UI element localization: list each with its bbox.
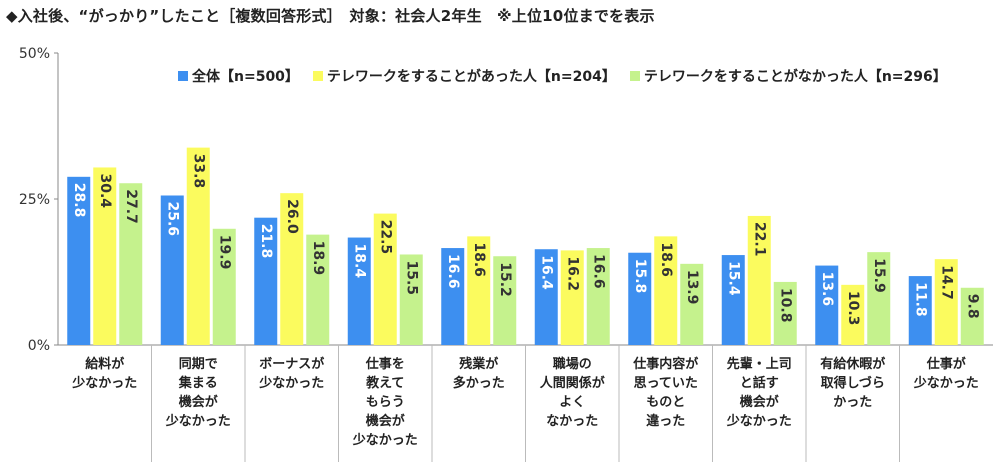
data-label-telework-no: 10.8 (777, 288, 793, 323)
data-label-telework-yes: 10.3 (845, 291, 861, 326)
legend: 全体【n=500】 テレワークをすることがあった人【n=204】 テレワークをす… (178, 66, 947, 86)
bar-all (254, 217, 278, 345)
x-tick-label: 職場の人間関係がよくなかった (540, 356, 605, 429)
data-label-all: 25.6 (164, 201, 180, 236)
data-label-all: 16.6 (445, 254, 461, 289)
bar-all (908, 276, 932, 345)
bar-telework-no (680, 263, 704, 345)
data-label-all: 15.8 (632, 259, 648, 294)
data-label-telework-yes: 18.6 (471, 242, 487, 277)
bar-telework-yes (560, 250, 584, 345)
x-tick-label: 仕事内容が思っていたものと違った (632, 356, 698, 429)
y-tick-label: 0% (28, 338, 50, 354)
y-tick-label: 50% (19, 46, 50, 62)
bar-all (815, 265, 839, 345)
bar-telework-no (399, 254, 423, 345)
x-tick-label: ボーナスが少なかった (258, 356, 324, 391)
bar-telework-no (867, 252, 891, 345)
data-label-telework-yes: 30.4 (97, 173, 113, 208)
data-label-all: 18.4 (351, 244, 367, 279)
bar-telework-no (586, 248, 610, 345)
bar-telework-yes (747, 215, 771, 345)
data-label-telework-yes: 26.0 (284, 199, 300, 234)
chart-title: ◆入社後、“がっかり”したこと［複数回答形式］ 対象：社会人2年生 ※上位10位… (6, 7, 655, 25)
data-label-all: 13.6 (819, 272, 835, 307)
bar-telework-no (306, 234, 330, 345)
data-label-telework-no: 9.8 (964, 294, 980, 319)
data-label-telework-no: 15.2 (497, 262, 513, 297)
data-label-telework-yes: 14.7 (938, 265, 954, 300)
bar-telework-yes (373, 213, 397, 345)
data-label-telework-no: 15.9 (871, 258, 887, 293)
data-label-telework-no: 27.7 (123, 189, 139, 224)
legend-label-telework-yes: テレワークをすることがあった人【n=204】 (326, 69, 616, 85)
y-tick-label: 25% (19, 192, 50, 208)
bar-all (160, 195, 184, 345)
data-label-telework-no: 18.9 (310, 241, 326, 276)
data-label-telework-no: 13.9 (684, 270, 700, 305)
data-label-telework-yes: 33.8 (190, 154, 206, 189)
bar-telework-no (493, 256, 517, 345)
data-label-telework-no: 15.5 (403, 260, 419, 295)
legend-swatch-telework-yes (312, 71, 323, 81)
data-label-all: 28.8 (71, 183, 87, 218)
data-label-all: 21.8 (258, 224, 274, 259)
bar-telework-yes (186, 147, 210, 345)
bar-all (721, 255, 745, 345)
bar-telework-yes (934, 259, 958, 345)
bar-telework-yes (841, 284, 865, 345)
data-label-telework-no: 19.9 (216, 235, 232, 270)
x-tick-label: 給料が少なかった (71, 356, 137, 391)
bar-telework-yes (467, 236, 491, 345)
data-label-telework-yes: 18.6 (658, 242, 674, 277)
bar-telework-no (773, 281, 797, 345)
legend-label-all: 全体【n=500】 (192, 69, 299, 85)
legend-label-telework-no: テレワークをすることがなかった人【n=296】 (643, 69, 947, 85)
legend-swatch-all (178, 71, 188, 81)
data-label-telework-yes: 22.1 (751, 222, 767, 257)
x-tick-label: 仕事が少なかった (913, 356, 979, 391)
bar-telework-yes (93, 167, 117, 345)
bar-all (628, 252, 652, 345)
x-tick-label: 有給休暇が取得しづらかった (820, 356, 885, 410)
data-label-telework-yes: 16.2 (564, 256, 580, 291)
data-label-all: 11.8 (912, 282, 928, 317)
bar-telework-no (119, 183, 143, 345)
bar-telework-yes (654, 236, 678, 345)
legend-item-all: 全体【n=500】 (178, 66, 299, 86)
x-tick-label: 仕事を教えてもらう機会が少なかった (352, 356, 418, 448)
x-tick-label: 同期で集まる機会が少なかった (165, 357, 231, 429)
bar-all (534, 249, 558, 345)
x-tick-label: 残業が多かった (453, 356, 505, 391)
legend-item-telework-no: テレワークをすることがなかった人【n=296】 (629, 66, 947, 86)
data-label-all: 16.4 (538, 255, 554, 290)
data-label-all: 15.4 (725, 261, 741, 296)
x-tick-label: 先輩・上司と話す機会が少なかった (726, 356, 792, 429)
data-label-telework-no: 16.6 (590, 254, 606, 289)
bar-telework-no (960, 287, 984, 345)
bar-telework-no (212, 228, 236, 345)
data-label-telework-yes: 22.5 (377, 220, 393, 255)
legend-swatch-telework-no (629, 71, 640, 81)
bar-all (441, 248, 465, 345)
bar-all (347, 237, 371, 345)
legend-item-telework-yes: テレワークをすることがあった人【n=204】 (312, 66, 616, 86)
bar-telework-yes (280, 193, 304, 345)
bar-all (67, 176, 91, 345)
